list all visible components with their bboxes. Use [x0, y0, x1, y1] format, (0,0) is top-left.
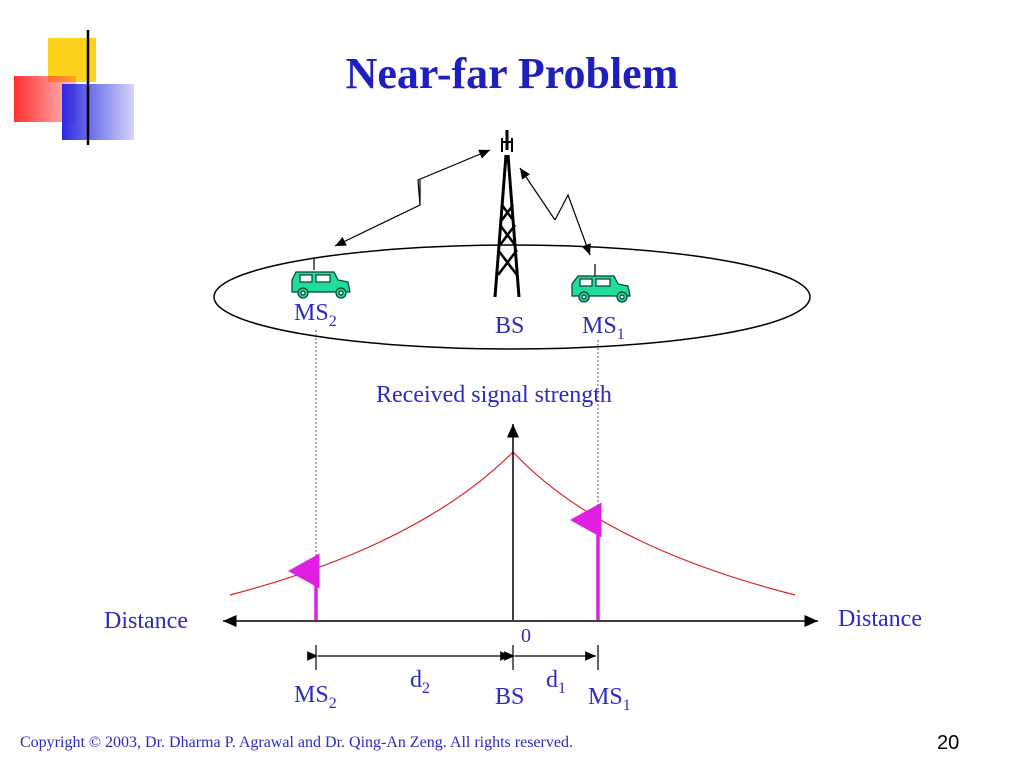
label-ms2-top: MS2	[294, 300, 337, 330]
y-axis-label: Received signal strength	[376, 382, 612, 408]
signal-curve-right	[512, 451, 796, 596]
page-number: 20	[937, 732, 960, 754]
x-axis-right-label: Distance	[838, 606, 922, 632]
copyright-notice: Copyright © 2003, Dr. Dharma P. Agrawal …	[20, 734, 573, 751]
deco-blue-square	[62, 84, 134, 140]
cell-coverage-ellipse	[213, 244, 811, 350]
label-bs-top: BS	[495, 313, 525, 339]
label-ms2-bottom: MS2	[294, 682, 337, 712]
link-arrow-bs-to-ms2	[334, 180, 421, 247]
d1-label: d1	[546, 667, 566, 697]
d2-label: d2	[410, 667, 430, 697]
vehicle-ms1-icon	[571, 264, 631, 303]
x-axis-left-label: Distance	[104, 608, 188, 634]
label-ms1-bottom: MS1	[588, 684, 631, 714]
vehicle-ms2-icon	[291, 258, 351, 299]
label-ms1-top: MS1	[582, 313, 625, 343]
signal-curve-left	[229, 451, 514, 596]
corner-decoration	[14, 30, 1000, 145]
link-arrow-bs-to-ms1	[554, 193, 591, 256]
label-bs-bottom: BS	[495, 684, 525, 710]
origin-label: 0	[521, 625, 531, 647]
slide-title: Near-far Problem	[345, 49, 679, 98]
base-station-tower-icon	[493, 130, 521, 298]
link-arrow-bs-to-ms2-up	[417, 149, 491, 206]
link-arrow-ms1-to-bs	[519, 167, 556, 221]
